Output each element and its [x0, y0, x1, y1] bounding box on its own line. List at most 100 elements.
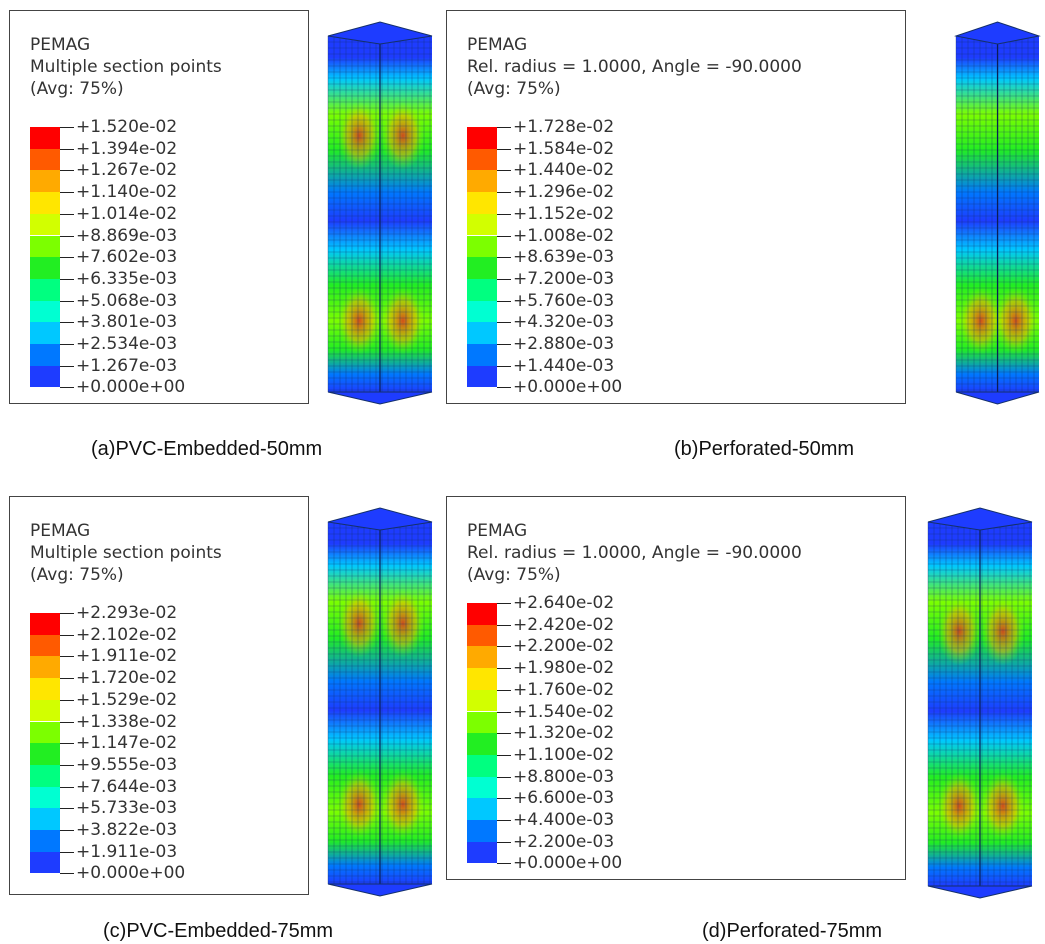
- legend-value: +1.014e-02: [76, 203, 178, 224]
- legend-value: +1.760e-02: [513, 679, 615, 700]
- caption-c: (c)PVC-Embedded-75mm: [103, 920, 334, 942]
- legend-swatch: [30, 170, 60, 193]
- legend-value: +1.267e-02: [76, 160, 178, 181]
- legend-avg: (Avg: 75%): [467, 79, 561, 99]
- legend-value: +8.639e-03: [513, 247, 615, 268]
- legend-avg: (Avg: 75%): [30, 565, 124, 585]
- legend-tick: [497, 733, 511, 735]
- column-bottom-cap: [927, 885, 1033, 899]
- legend-swatch: [30, 192, 60, 214]
- legend-tick: [497, 668, 511, 670]
- legend-value: +1.267e-03: [76, 355, 178, 376]
- legend-tick: [497, 711, 511, 713]
- legend-swatch: [467, 733, 497, 755]
- contour-hotspot: [337, 286, 382, 355]
- legend-value: +2.640e-02: [513, 593, 615, 613]
- legend-swatch: [467, 776, 497, 799]
- legend-swatch: [30, 851, 60, 874]
- legend-tick: [60, 170, 74, 172]
- legend-swatch: [30, 148, 60, 171]
- legend-value: +6.600e-03: [513, 788, 615, 809]
- legend-value: +1.584e-02: [513, 138, 615, 159]
- legend-value: +1.440e-03: [513, 355, 615, 376]
- legend-panel-c: PEMAG Multiple section points (Avg: 75%)…: [9, 496, 309, 895]
- contour-hotspot: [937, 771, 982, 840]
- legend-swatch: [30, 699, 60, 722]
- legend-tick: [60, 808, 74, 810]
- column-bottom-cap: [955, 391, 1040, 405]
- legend-value: +0.000e+00: [76, 377, 186, 398]
- legend-tick: [60, 365, 74, 367]
- legend-swatch: [467, 689, 497, 712]
- legend-tick: [497, 365, 511, 367]
- legend-swatch: [30, 678, 60, 700]
- legend-value: +1.520e-02: [76, 117, 178, 137]
- legend-swatch: [30, 257, 60, 279]
- legend-tick: [60, 786, 74, 788]
- legend-swatch: [467, 668, 497, 690]
- legend-value: +1.394e-02: [76, 138, 178, 159]
- legend-swatch: [30, 127, 60, 149]
- legend-panel-d: PEMAG Rel. radius = 1.0000, Angle = -90.…: [446, 496, 906, 880]
- legend-tick: [497, 820, 511, 821]
- legend-tick: [497, 344, 511, 345]
- legend-tick: [60, 127, 74, 128]
- legend-tick: [60, 387, 74, 389]
- contour-hotspot: [380, 286, 425, 355]
- legend-swatch: [30, 278, 60, 301]
- legend-tick: [60, 678, 74, 680]
- legend-tick: [60, 235, 74, 237]
- legend-tick: [60, 656, 74, 658]
- legend-tick: [497, 603, 511, 604]
- legend-swatch: [467, 235, 497, 258]
- legend-swatch: [467, 841, 497, 864]
- legend-value: +1.338e-02: [76, 711, 178, 732]
- legend-tick: [497, 213, 511, 215]
- legend-tick: [497, 798, 511, 800]
- mesh-grid: [927, 521, 1032, 886]
- column-top-cap: [954, 21, 1041, 45]
- column-top-cap: [327, 21, 433, 45]
- legend-value: +6.335e-03: [76, 268, 178, 289]
- legend-swatch: [30, 344, 60, 366]
- legend-tick: [60, 830, 74, 831]
- legend-swatch: [467, 798, 497, 820]
- legend-tick: [60, 721, 74, 723]
- legend-title: PEMAG: [30, 521, 91, 541]
- legend-value: +1.440e-02: [513, 160, 615, 181]
- legend-value: +3.822e-03: [76, 820, 178, 840]
- legend-swatch: [467, 365, 497, 388]
- caption-d: (d)Perforated-75mm: [702, 920, 883, 942]
- contour-hotspot: [380, 101, 425, 170]
- legend-tick: [497, 192, 511, 194]
- legend-value: +1.320e-02: [513, 723, 615, 744]
- legend-tick: [497, 322, 511, 324]
- legend-value: +7.602e-03: [76, 247, 178, 268]
- legend-tick: [60, 148, 74, 150]
- legend-swatch: [30, 721, 60, 744]
- legend-tick: [60, 699, 74, 701]
- legend-subtitle: Multiple section points: [30, 543, 222, 563]
- legend-value: +4.320e-03: [513, 312, 615, 333]
- legend-value: +1.911e-03: [76, 841, 178, 862]
- contour-hotspot: [337, 101, 382, 170]
- column-bottom-cap: [327, 391, 433, 405]
- legend-swatch: [467, 624, 497, 647]
- legend-tick: [497, 235, 511, 237]
- contour-hotspot: [337, 589, 382, 658]
- legend-tick: [60, 344, 74, 345]
- legend-title: PEMAG: [467, 35, 528, 55]
- legend-swatch: [30, 656, 60, 679]
- legend-panel-a: PEMAG Multiple section points (Avg: 75%)…: [9, 10, 309, 404]
- legend-swatch: [30, 830, 60, 852]
- legend-value: +9.555e-03: [76, 754, 178, 775]
- legend-swatch: [30, 365, 60, 388]
- legend-tick: [60, 743, 74, 745]
- column-contour-c: [327, 507, 433, 897]
- column-top-cap: [327, 507, 433, 531]
- legend-value: +1.720e-02: [76, 668, 178, 689]
- column-contour-d: [927, 507, 1033, 899]
- contour-hotspot: [380, 589, 425, 658]
- legend-value: +1.008e-02: [513, 225, 615, 246]
- contour-hotspot: [937, 597, 982, 666]
